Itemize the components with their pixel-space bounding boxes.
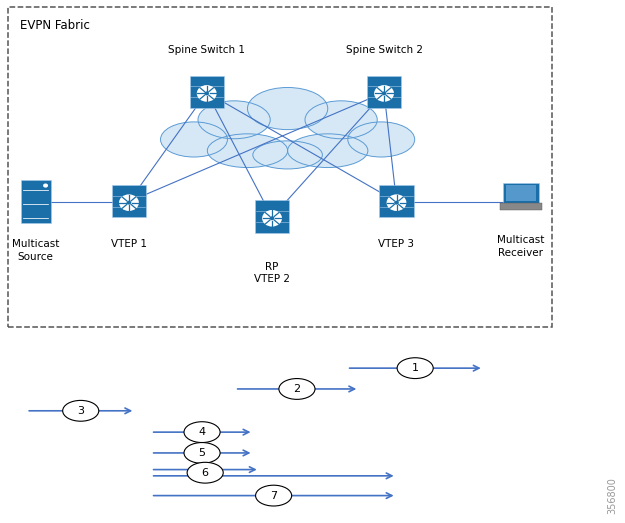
Circle shape — [262, 210, 282, 226]
Circle shape — [197, 85, 217, 101]
Text: 1: 1 — [412, 363, 419, 373]
Text: Multicast
Source: Multicast Source — [12, 239, 59, 262]
Circle shape — [43, 184, 48, 188]
Text: 3: 3 — [78, 406, 84, 416]
Bar — [112, 185, 146, 218]
Circle shape — [270, 217, 274, 220]
Bar — [503, 183, 539, 204]
Circle shape — [127, 201, 131, 204]
Ellipse shape — [279, 379, 315, 400]
Circle shape — [382, 92, 386, 95]
Text: 6: 6 — [202, 468, 209, 477]
Text: VTEP 3: VTEP 3 — [379, 239, 414, 249]
Ellipse shape — [248, 87, 328, 130]
Bar — [379, 185, 414, 218]
Bar — [367, 76, 401, 108]
Text: 2: 2 — [293, 384, 301, 394]
Text: Multicast
Receiver: Multicast Receiver — [498, 235, 544, 258]
Bar — [255, 200, 289, 233]
Circle shape — [387, 195, 406, 211]
Ellipse shape — [288, 134, 368, 167]
Ellipse shape — [187, 462, 223, 483]
Ellipse shape — [397, 358, 433, 379]
Circle shape — [204, 92, 209, 95]
Bar — [190, 76, 224, 108]
Text: Spine Switch 2: Spine Switch 2 — [346, 45, 423, 55]
Circle shape — [394, 201, 399, 204]
Text: Spine Switch 1: Spine Switch 1 — [168, 45, 245, 55]
Text: 4: 4 — [199, 427, 206, 437]
Ellipse shape — [348, 122, 415, 157]
Ellipse shape — [305, 101, 378, 139]
Text: VTEP 1: VTEP 1 — [111, 239, 147, 249]
Text: EVPN Fabric: EVPN Fabric — [20, 18, 90, 31]
Ellipse shape — [161, 122, 228, 157]
Ellipse shape — [184, 442, 220, 463]
Ellipse shape — [253, 141, 322, 169]
Circle shape — [119, 195, 139, 211]
Text: 356800: 356800 — [608, 477, 618, 514]
Text: 5: 5 — [199, 448, 206, 458]
Bar — [506, 185, 536, 201]
Bar — [21, 180, 51, 223]
Circle shape — [374, 85, 394, 101]
Text: 7: 7 — [270, 491, 277, 501]
Ellipse shape — [256, 485, 292, 506]
Ellipse shape — [184, 422, 220, 442]
Ellipse shape — [208, 134, 288, 167]
Text: RP
VTEP 2: RP VTEP 2 — [254, 262, 290, 284]
Ellipse shape — [62, 401, 99, 421]
Bar — [500, 203, 542, 210]
Ellipse shape — [198, 101, 270, 139]
